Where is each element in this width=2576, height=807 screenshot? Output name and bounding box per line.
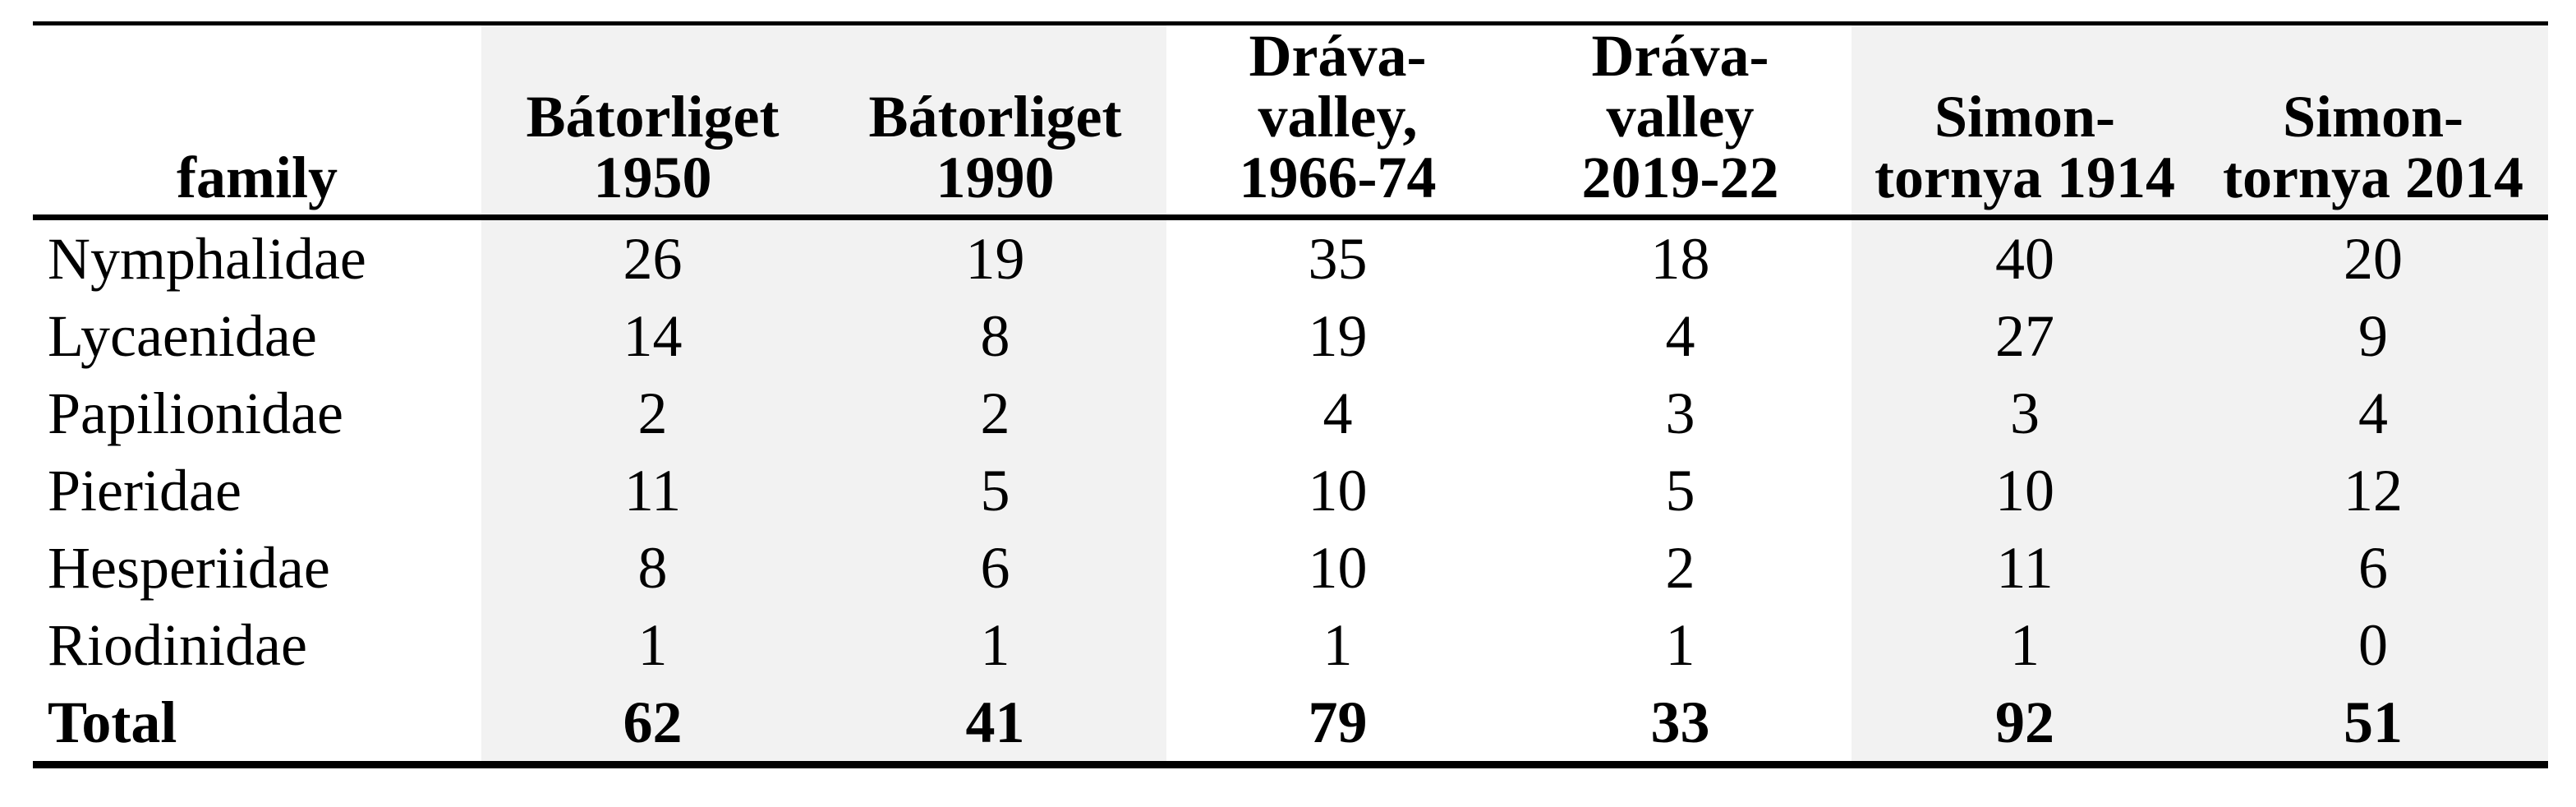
value-cell: 18 [1650, 225, 1710, 292]
header-simontornya-1914: Simon- tornya 1914 [1852, 23, 2198, 220]
header-row: family Bátorliget 1950 Bátorliget 1990 D… [33, 23, 2548, 220]
value-cell: 19 [1308, 302, 1368, 369]
value-cell: 2 [481, 375, 824, 452]
value-cell: 8 [824, 297, 1166, 375]
value-cell: 35 [1308, 225, 1368, 292]
table-body: Nymphalidae 26 19 35 18 40 20 Lycaenidae… [33, 217, 2548, 765]
table-header: family Bátorliget 1950 Bátorliget 1990 D… [33, 23, 2548, 220]
header-drava-valley-2019-22: Dráva- valley 2019-22 [1509, 23, 1852, 220]
family-cell: Hesperiidae [48, 534, 330, 601]
value-cell: 14 [481, 297, 824, 375]
total-value-cell: 79 [1308, 689, 1368, 755]
value-cell: 0 [2198, 606, 2548, 684]
table-row-riodinidae: Riodinidae 1 1 1 1 1 0 [33, 606, 2548, 684]
value-cell: 4 [1665, 302, 1695, 369]
value-cell: 27 [1852, 297, 2198, 375]
value-cell: 2 [824, 375, 1166, 452]
value-cell: 1 [824, 606, 1166, 684]
header-drava-valley-1966-74: Dráva- valley, 1966-74 [1166, 23, 1509, 220]
total-value-cell: 62 [481, 684, 824, 765]
total-label-cell: Total [48, 689, 177, 755]
header-batorliget-1950: Bátorliget 1950 [481, 23, 824, 220]
value-cell: 1 [1665, 611, 1695, 678]
value-cell: 12 [2198, 452, 2548, 529]
value-cell: 1 [481, 606, 824, 684]
value-cell: 5 [1665, 457, 1695, 523]
value-cell: 1 [1852, 606, 2198, 684]
value-cell: 6 [824, 529, 1166, 606]
table-row-nymphalidae: Nymphalidae 26 19 35 18 40 20 [33, 217, 2548, 297]
value-cell: 4 [1322, 380, 1353, 446]
header-simontornya-2014: Simon- tornya 2014 [2198, 23, 2548, 220]
total-value-cell: 92 [1852, 684, 2198, 765]
table-row-lycaenidae: Lycaenidae 14 8 19 4 27 9 [33, 297, 2548, 375]
value-cell: 4 [2198, 375, 2548, 452]
family-cell: Riodinidae [48, 611, 307, 678]
value-cell: 19 [824, 217, 1166, 297]
total-value-cell: 51 [2198, 684, 2548, 765]
family-cell: Papilionidae [48, 380, 343, 446]
value-cell: 10 [1308, 534, 1368, 601]
value-cell: 26 [481, 217, 824, 297]
family-cell: Lycaenidae [48, 302, 317, 369]
header-family: family [33, 23, 481, 220]
value-cell: 9 [2198, 297, 2548, 375]
value-cell: 40 [1852, 217, 2198, 297]
family-cell: Nymphalidae [48, 225, 366, 292]
value-cell: 5 [824, 452, 1166, 529]
value-cell: 6 [2198, 529, 2548, 606]
value-cell: 3 [1665, 380, 1695, 446]
value-cell: 8 [481, 529, 824, 606]
header-batorliget-1990: Bátorliget 1990 [824, 23, 1166, 220]
total-value-cell: 33 [1650, 689, 1710, 755]
value-cell: 2 [1665, 534, 1695, 601]
family-cell: Pieridae [48, 457, 242, 523]
butterfly-family-table: family Bátorliget 1950 Bátorliget 1990 D… [33, 21, 2548, 768]
table-row-papilionidae: Papilionidae 2 2 4 3 3 4 [33, 375, 2548, 452]
value-cell: 3 [1852, 375, 2198, 452]
value-cell: 20 [2198, 217, 2548, 297]
table-row-total: Total 62 41 79 33 92 51 [33, 684, 2548, 765]
value-cell: 11 [1852, 529, 2198, 606]
value-cell: 10 [1308, 457, 1368, 523]
value-cell: 1 [1322, 611, 1353, 678]
table-row-hesperiidae: Hesperiidae 8 6 10 2 11 6 [33, 529, 2548, 606]
value-cell: 10 [1852, 452, 2198, 529]
total-value-cell: 41 [824, 684, 1166, 765]
table-row-pieridae: Pieridae 11 5 10 5 10 12 [33, 452, 2548, 529]
value-cell: 11 [481, 452, 824, 529]
